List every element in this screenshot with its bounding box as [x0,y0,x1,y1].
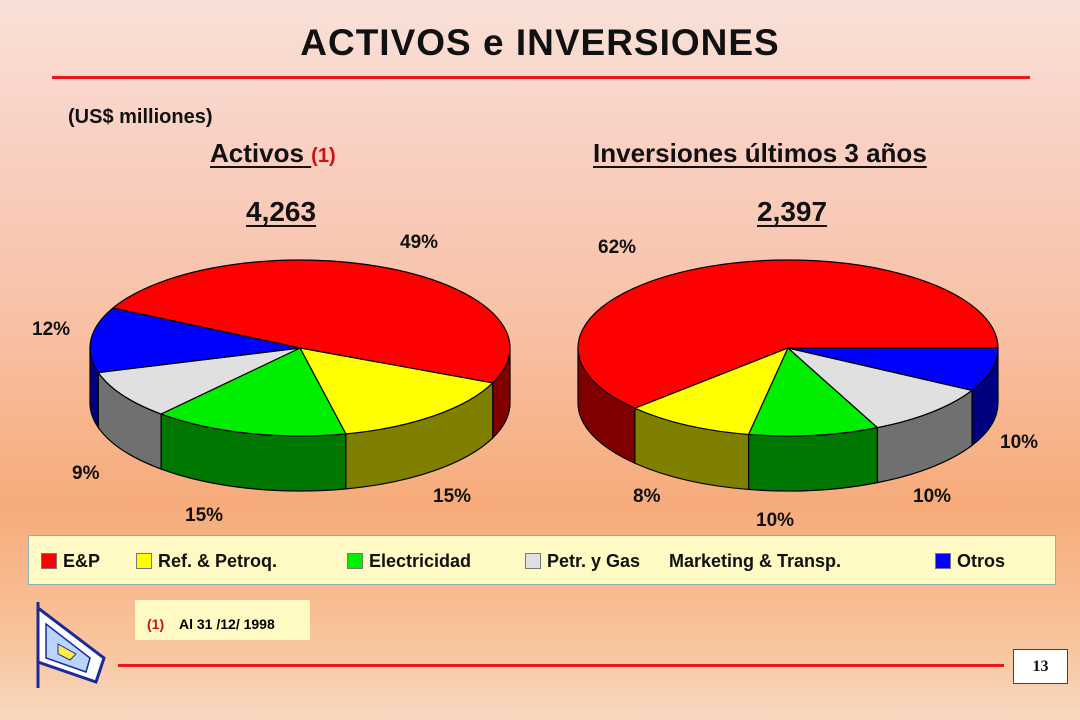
legend-swatch-ep [41,553,57,569]
legend-label-otros: Otros [957,550,1006,571]
activos-label-gas: 9% [72,463,100,484]
activos-heading: Activos (1) [210,138,336,169]
footer-rule [118,664,1004,667]
legend-swatch-gas [525,553,541,569]
inversiones-label-gas: 10% [756,510,795,531]
inversiones-label-elec: 10% [913,486,952,507]
legend-swatch-otros [935,553,951,569]
activos-total: 4,263 [246,196,317,227]
units-label: (US$ milliones) [68,106,213,128]
activos-slice-ref [298,347,494,435]
footnote: (1) Al 31 /12/ 1998 [135,600,310,640]
legend-label-elec: Electricidad [369,550,472,571]
inversiones-label-otros: 8% [633,486,661,507]
activos-label-elec: 15% [185,505,224,526]
legend-item-ep: E&P [41,550,100,572]
activos-slice-gas [97,347,301,415]
inversiones-label-ep: 62% [598,237,637,258]
inversiones-slice-elec [747,347,879,437]
inversiones-pie [577,259,999,492]
legend-label-gas: Petr. y Gas [547,550,641,571]
activos-title: Activos [210,138,304,168]
footnote-text: Al 31 /12/ 1998 [179,616,275,632]
activos-label-ref: 15% [433,486,472,507]
legend-label-ep: E&P [63,550,101,571]
activos-title-ref: (1) [311,145,336,167]
legend: E&P Ref. & Petroq. Electricidad Petr. y … [28,535,1056,585]
inversiones-title: Inversiones últimos 3 años [593,138,927,168]
inversiones-label-ref: 10% [1000,432,1039,453]
legend-label-marketing: Marketing & Transp. [669,550,842,571]
activos-slice-elec [159,347,347,437]
company-flag-logo [36,602,106,688]
legend-item-marketing: Marketing & Transp. [669,550,841,572]
legend-swatch-ref [136,553,152,569]
inversiones-heading: Inversiones últimos 3 años [593,138,927,169]
legend-label-ref: Ref. & Petroq. [158,550,278,571]
inversiones-slice-ref [633,346,790,436]
title-rule [52,76,1030,79]
inversiones-slice-otros [787,347,999,392]
activos-label-otros: 12% [32,319,71,340]
legend-item-elec: Electricidad [347,550,471,572]
activos-slice-ep [111,259,511,384]
footnote-marker: (1) [147,616,165,632]
slide-title: ACTIVOS e INVERSIONES [300,22,780,63]
legend-swatch-elec [347,553,363,569]
activos-slice-otros [89,307,301,374]
legend-item-gas: Petr. y Gas [525,550,640,572]
activos-label-ep: 49% [400,232,439,253]
legend-item-ref: Ref. & Petroq. [136,550,277,572]
inversiones-total: 2,397 [757,196,828,227]
inversiones-slice-side-elec [748,426,879,492]
activos-pie [89,259,511,492]
inversiones-slice-ep [577,259,999,409]
inversiones-slice-gas [787,347,974,429]
legend-item-otros: Otros [935,550,1005,572]
page-number: 13 [1013,649,1068,684]
